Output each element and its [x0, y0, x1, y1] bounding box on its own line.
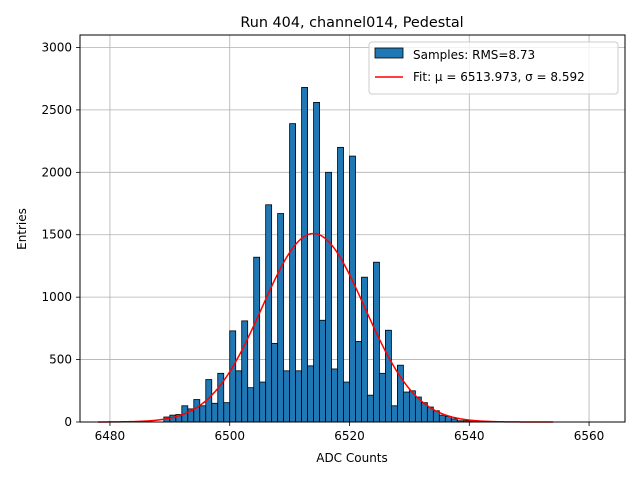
histogram-bar: [253, 256, 261, 423]
histogram-bar: [438, 414, 446, 423]
x-tick-label: 6540: [454, 429, 485, 443]
plot-frame: [79, 34, 626, 423]
histogram-bar: [271, 342, 279, 423]
y-tick-label: 2000: [41, 165, 72, 179]
histogram-bar: [379, 372, 386, 423]
histogram-bar: [289, 123, 297, 423]
histogram-bar: [385, 329, 392, 423]
histogram-bar: [259, 381, 267, 423]
histogram-bar: [355, 341, 362, 423]
histogram-bar: [283, 370, 291, 423]
histogram-bar: [265, 204, 273, 423]
histogram-bar: [349, 155, 356, 423]
histogram-bar: [193, 399, 201, 423]
x-tick-label: 6500: [214, 429, 245, 443]
y-axis-ticks: 0 500 1000 1500 2000 2500 3000: [41, 40, 80, 429]
histogram-bar: [391, 405, 398, 423]
y-tick-label: 500: [49, 353, 72, 367]
histogram-bar: [325, 171, 332, 423]
histogram-bar: [301, 87, 308, 423]
histogram-bar: [241, 320, 249, 423]
histogram-bars: [163, 87, 476, 423]
histogram-bar: [337, 146, 344, 423]
histogram-bar: [211, 402, 219, 423]
y-axis-label: Entries: [15, 208, 29, 250]
x-tick-label: 6480: [95, 429, 126, 443]
histogram-bar: [199, 405, 207, 423]
legend-box: [368, 41, 619, 95]
histogram-bar: [295, 370, 302, 423]
y-tick-label: 1500: [41, 228, 72, 242]
y-tick-label: 0: [64, 415, 72, 429]
x-tick-label: 6520: [334, 429, 365, 443]
histogram-bar: [403, 391, 410, 423]
y-tick-label: 3000: [41, 40, 72, 54]
histogram-bar: [223, 402, 231, 423]
histogram-bar: [247, 387, 255, 423]
y-tick-label: 1000: [41, 290, 72, 304]
x-axis-label: ADC Counts: [316, 451, 388, 465]
legend-label-fit: Fit: μ = 6513.973, σ = 8.592: [413, 70, 585, 84]
histogram-bar: [343, 381, 350, 423]
histogram-bar: [307, 365, 314, 423]
legend: Samples: RMS=8.73 Fit: μ = 6513.973, σ =…: [368, 41, 619, 95]
histogram-bar: [277, 213, 285, 423]
fit-curve-group: [97, 232, 554, 423]
histogram-bar: [319, 319, 326, 423]
histogram-bar: [217, 372, 225, 423]
y-tick-label: 2500: [41, 103, 72, 117]
histogram-bar: [361, 276, 368, 423]
legend-label-samples: Samples: RMS=8.73: [413, 48, 535, 62]
histogram-bar: [235, 370, 243, 423]
histogram-bar: [373, 261, 380, 423]
chart-title: Run 404, channel014, Pedestal: [240, 15, 463, 31]
histogram-bar: [313, 102, 320, 423]
legend-swatch-samples: [374, 47, 404, 59]
x-axis-ticks: 6480 6500 6520 6540 6560: [95, 422, 605, 443]
x-tick-label: 6560: [574, 429, 605, 443]
histogram-bar: [229, 330, 237, 423]
fit-curve: [97, 232, 554, 423]
histogram-bar: [367, 394, 374, 423]
histogram-bar: [331, 368, 338, 423]
